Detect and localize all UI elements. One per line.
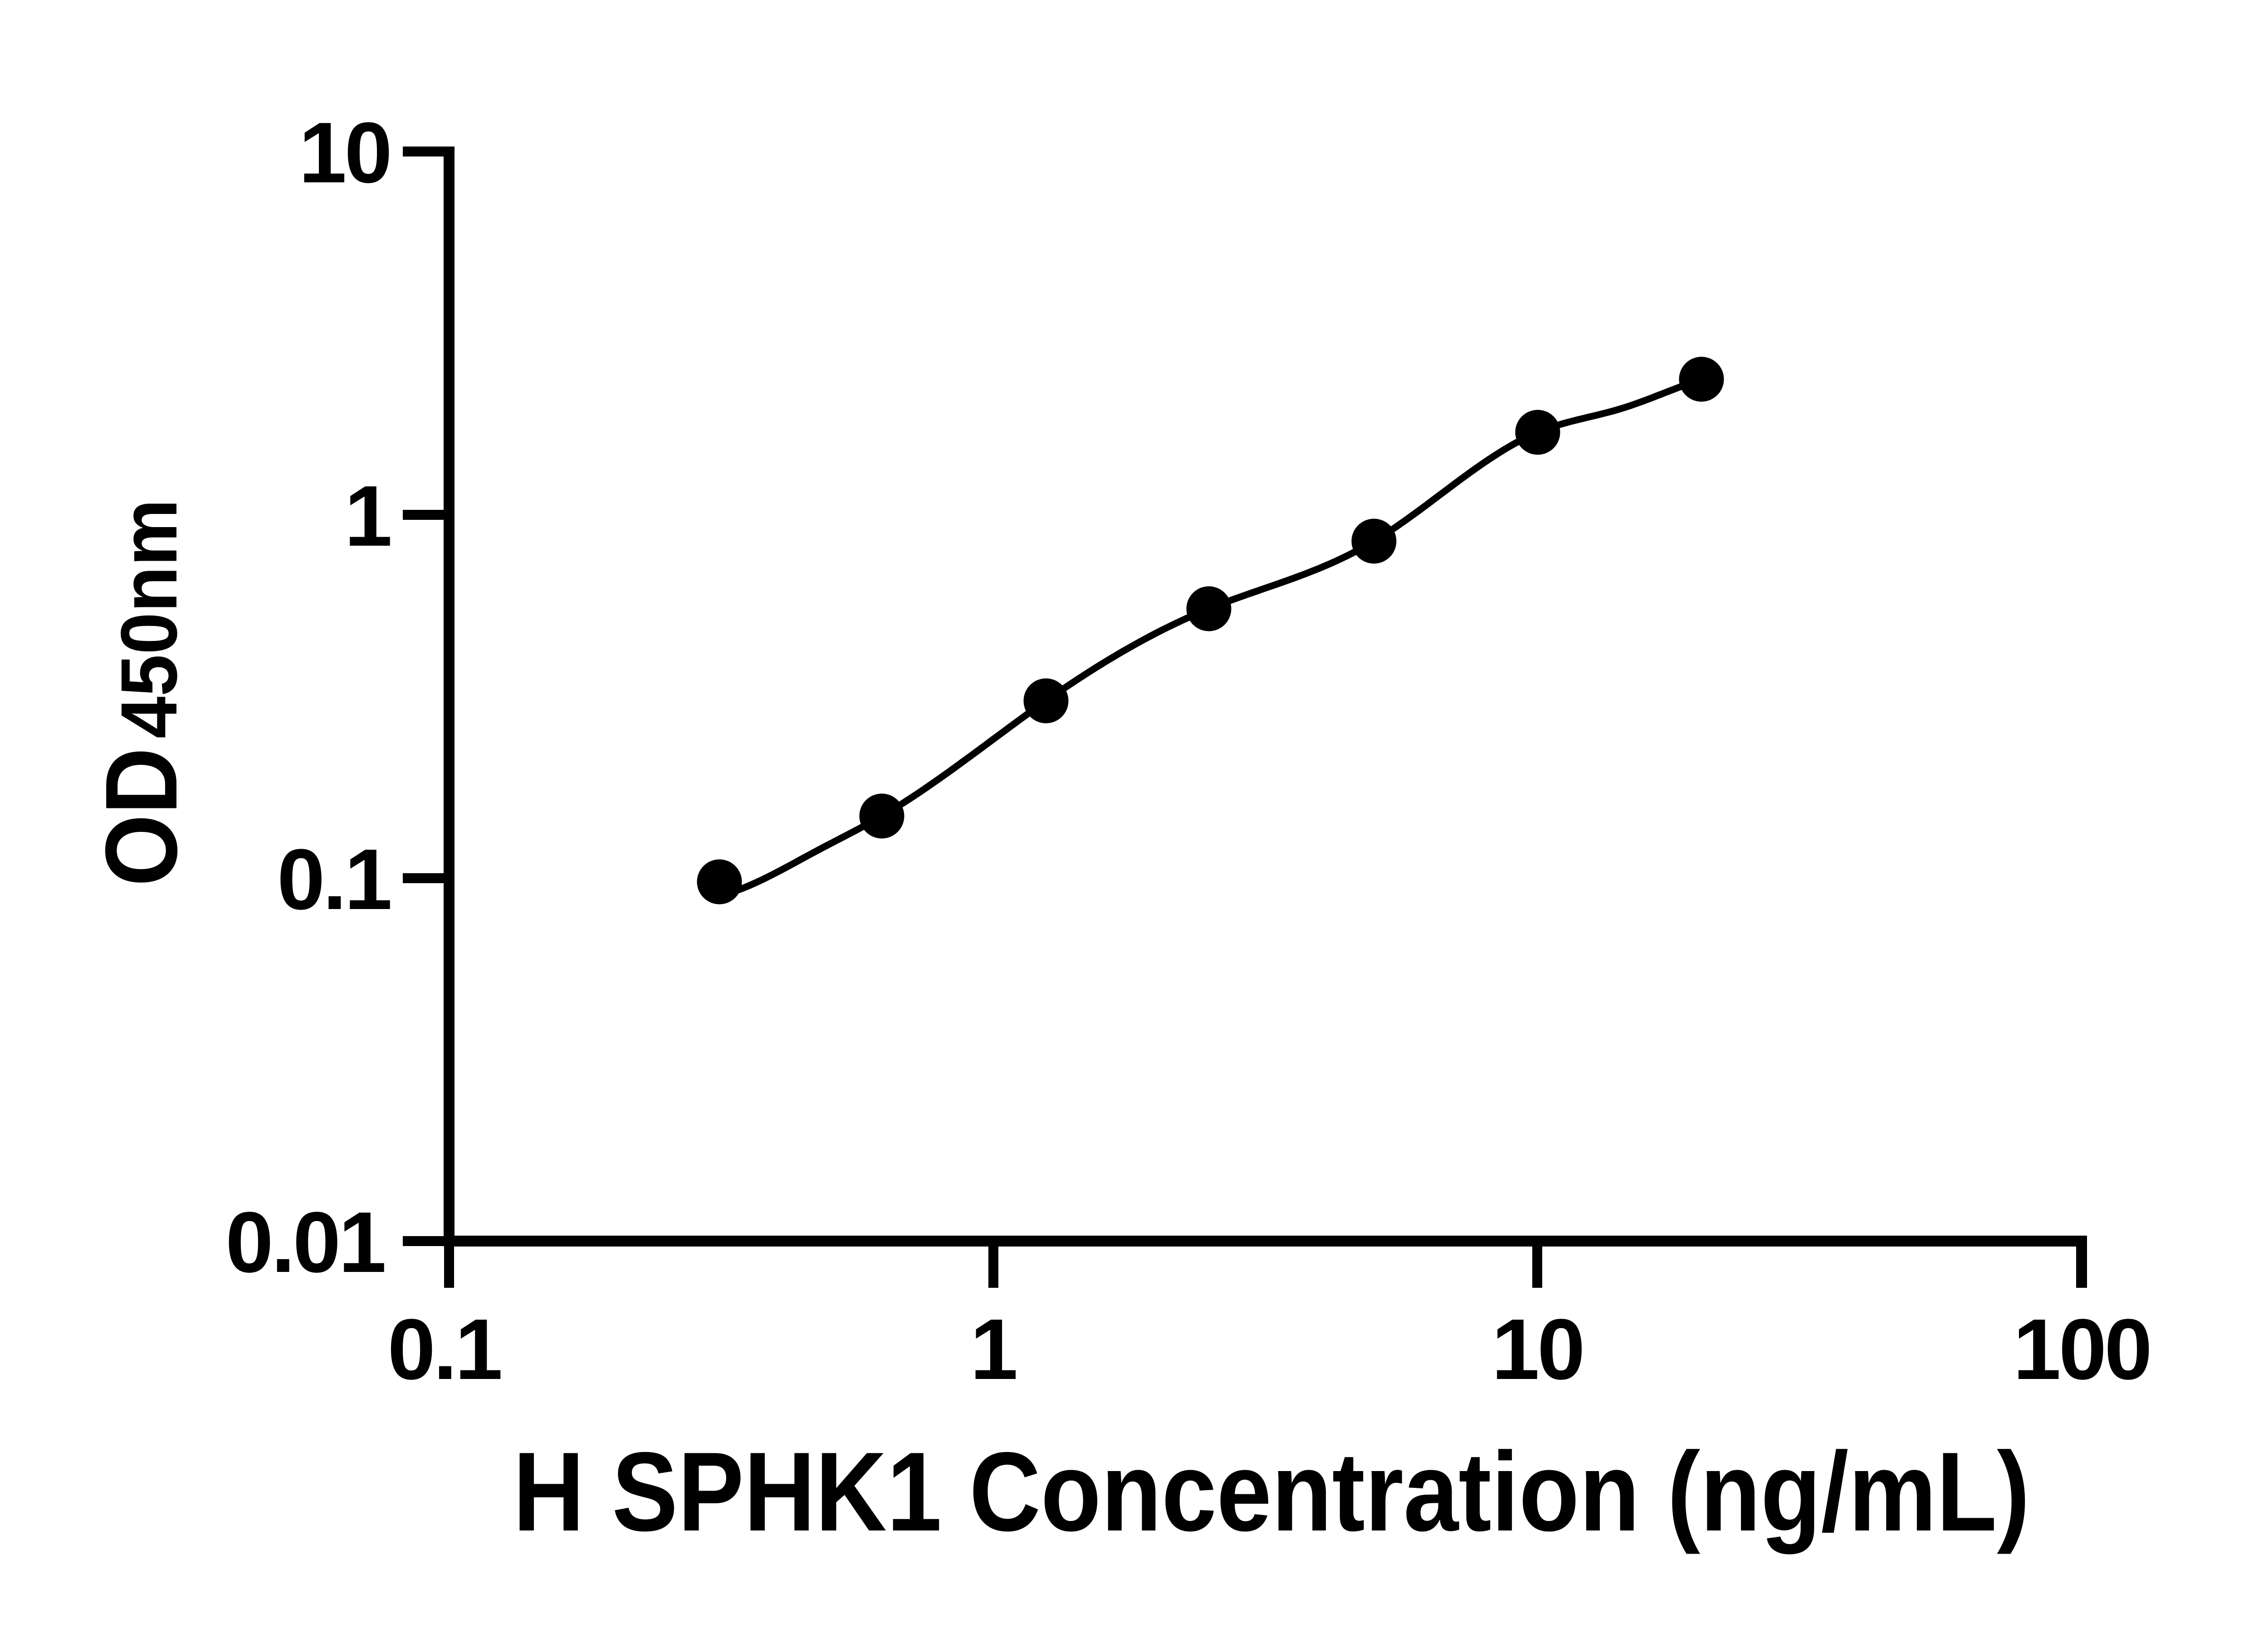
svg-text:10: 10: [1491, 1301, 1583, 1398]
svg-text:0.1: 0.1: [277, 831, 390, 928]
svg-text:H SPHK1 Concentration (ng/mL): H SPHK1 Concentration (ng/mL): [513, 1428, 2030, 1555]
svg-text:450nm: 450nm: [105, 499, 194, 738]
svg-text:100: 100: [2013, 1301, 2150, 1398]
svg-text:10: 10: [299, 105, 390, 201]
svg-text:0.1: 0.1: [387, 1301, 500, 1398]
svg-text:0.01: 0.01: [225, 1194, 384, 1291]
svg-text:1: 1: [970, 1301, 1016, 1398]
svg-text:1: 1: [344, 468, 390, 564]
svg-text:OD: OD: [84, 748, 198, 886]
